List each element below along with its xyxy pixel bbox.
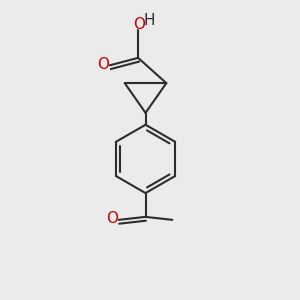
Text: O: O bbox=[97, 57, 109, 72]
Text: O: O bbox=[106, 211, 118, 226]
Text: H: H bbox=[144, 13, 155, 28]
Text: O: O bbox=[133, 17, 145, 32]
